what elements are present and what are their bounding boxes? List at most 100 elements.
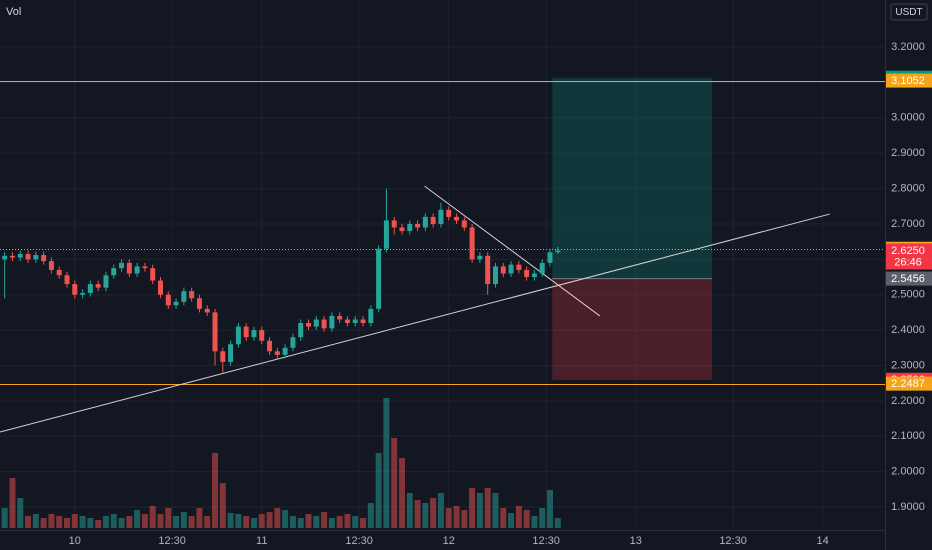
candle-body bbox=[204, 308, 210, 313]
volume-bar bbox=[492, 493, 499, 528]
volume-bar bbox=[48, 514, 55, 528]
candle-body bbox=[492, 266, 498, 285]
volume-bar bbox=[212, 453, 219, 528]
volume-bar bbox=[406, 493, 413, 528]
candle-body bbox=[212, 312, 218, 352]
volume-bar bbox=[523, 510, 530, 528]
volume-bar bbox=[258, 514, 265, 528]
candle-body bbox=[243, 326, 249, 338]
candle-body bbox=[469, 227, 475, 260]
volume-bar bbox=[63, 518, 70, 528]
price-label-box bbox=[886, 243, 932, 270]
candle-body bbox=[64, 275, 70, 285]
candle-body bbox=[368, 308, 374, 324]
x-tick-label: 13 bbox=[630, 535, 642, 547]
volume-bar bbox=[32, 514, 39, 528]
volume-bar bbox=[180, 512, 187, 528]
price-label: 2.5456 bbox=[891, 273, 925, 285]
candle-body bbox=[56, 269, 62, 276]
candle-body bbox=[477, 255, 483, 260]
candle-body bbox=[134, 266, 140, 274]
volume-bar bbox=[328, 518, 335, 528]
x-tick-label: 10 bbox=[69, 535, 81, 547]
currency-box[interactable] bbox=[890, 3, 928, 21]
candle-body bbox=[422, 216, 428, 228]
candle-body bbox=[72, 284, 78, 295]
candle-body bbox=[173, 301, 179, 306]
volume-bar bbox=[149, 506, 156, 528]
volume-bar bbox=[126, 516, 133, 528]
candle-body bbox=[95, 284, 101, 288]
candle-body bbox=[220, 351, 226, 362]
candle-body bbox=[360, 319, 366, 324]
x-tick-label: 14 bbox=[817, 535, 829, 547]
candle-body bbox=[415, 223, 421, 228]
volume-bar bbox=[344, 514, 351, 528]
volume-bar bbox=[204, 516, 211, 528]
candle-body bbox=[321, 319, 327, 329]
currency-label: USDT bbox=[895, 7, 922, 18]
volume-bar bbox=[531, 516, 538, 528]
volume-bar bbox=[118, 518, 125, 528]
volume-bar bbox=[453, 506, 460, 528]
volume-bar bbox=[1, 508, 8, 528]
volume-bar bbox=[219, 483, 226, 528]
volume-bar bbox=[235, 514, 242, 528]
candle-body bbox=[461, 220, 467, 228]
volume-bar bbox=[469, 488, 476, 528]
candle-body bbox=[391, 220, 397, 228]
drawings-layer bbox=[0, 77, 885, 433]
candle-body bbox=[485, 255, 491, 285]
candle-body bbox=[196, 298, 202, 309]
volume-bar bbox=[25, 516, 32, 528]
candle-body bbox=[524, 269, 530, 278]
candle-body bbox=[298, 323, 304, 338]
y-tick-label: 2.8000 bbox=[891, 182, 925, 194]
candle-body bbox=[547, 252, 553, 263]
candle-body bbox=[157, 280, 163, 295]
candle-body bbox=[555, 250, 561, 253]
volume-bar bbox=[500, 508, 507, 528]
x-tick-label: 12:30 bbox=[158, 535, 186, 547]
volume-bar bbox=[461, 510, 468, 528]
volume-bar bbox=[282, 510, 289, 528]
trend-line bbox=[0, 213, 830, 433]
volume-bar bbox=[188, 516, 195, 528]
position-profit-zone bbox=[552, 77, 713, 279]
volume-bar bbox=[110, 514, 117, 528]
y-tick-label: 2.4000 bbox=[891, 324, 925, 336]
volume-bar bbox=[157, 514, 164, 528]
candle-body bbox=[251, 330, 257, 338]
volume-bar bbox=[391, 438, 398, 528]
volume-bar bbox=[398, 458, 405, 528]
volume-bar bbox=[17, 498, 24, 528]
volume-bar bbox=[313, 516, 320, 528]
volume-bar bbox=[539, 508, 546, 528]
volume-bar bbox=[134, 510, 141, 528]
candle-body bbox=[142, 266, 148, 269]
candle-body bbox=[376, 248, 382, 309]
volume-bar bbox=[165, 508, 172, 528]
price-label: 3.1052 bbox=[891, 75, 925, 87]
candle-body bbox=[267, 340, 273, 352]
volume-bar bbox=[102, 516, 109, 528]
x-tick-label: 11 bbox=[256, 535, 267, 547]
candle-body bbox=[344, 319, 350, 324]
volume-bar bbox=[56, 516, 63, 528]
volume-bar bbox=[196, 508, 203, 528]
volume-bar bbox=[360, 518, 367, 528]
volume-bar bbox=[250, 518, 257, 528]
candle-body bbox=[383, 220, 389, 249]
volume-bar bbox=[422, 503, 429, 528]
candle-body bbox=[2, 255, 8, 260]
trend-line bbox=[424, 185, 601, 317]
candle-body bbox=[150, 268, 156, 281]
y-tick-label: 3.2000 bbox=[891, 41, 925, 53]
candle-body bbox=[25, 254, 31, 260]
candle-body bbox=[181, 291, 187, 302]
volume-bar bbox=[173, 516, 180, 528]
volume-bar bbox=[305, 514, 312, 528]
price-label-box bbox=[886, 271, 932, 286]
volume-bar bbox=[71, 514, 78, 528]
